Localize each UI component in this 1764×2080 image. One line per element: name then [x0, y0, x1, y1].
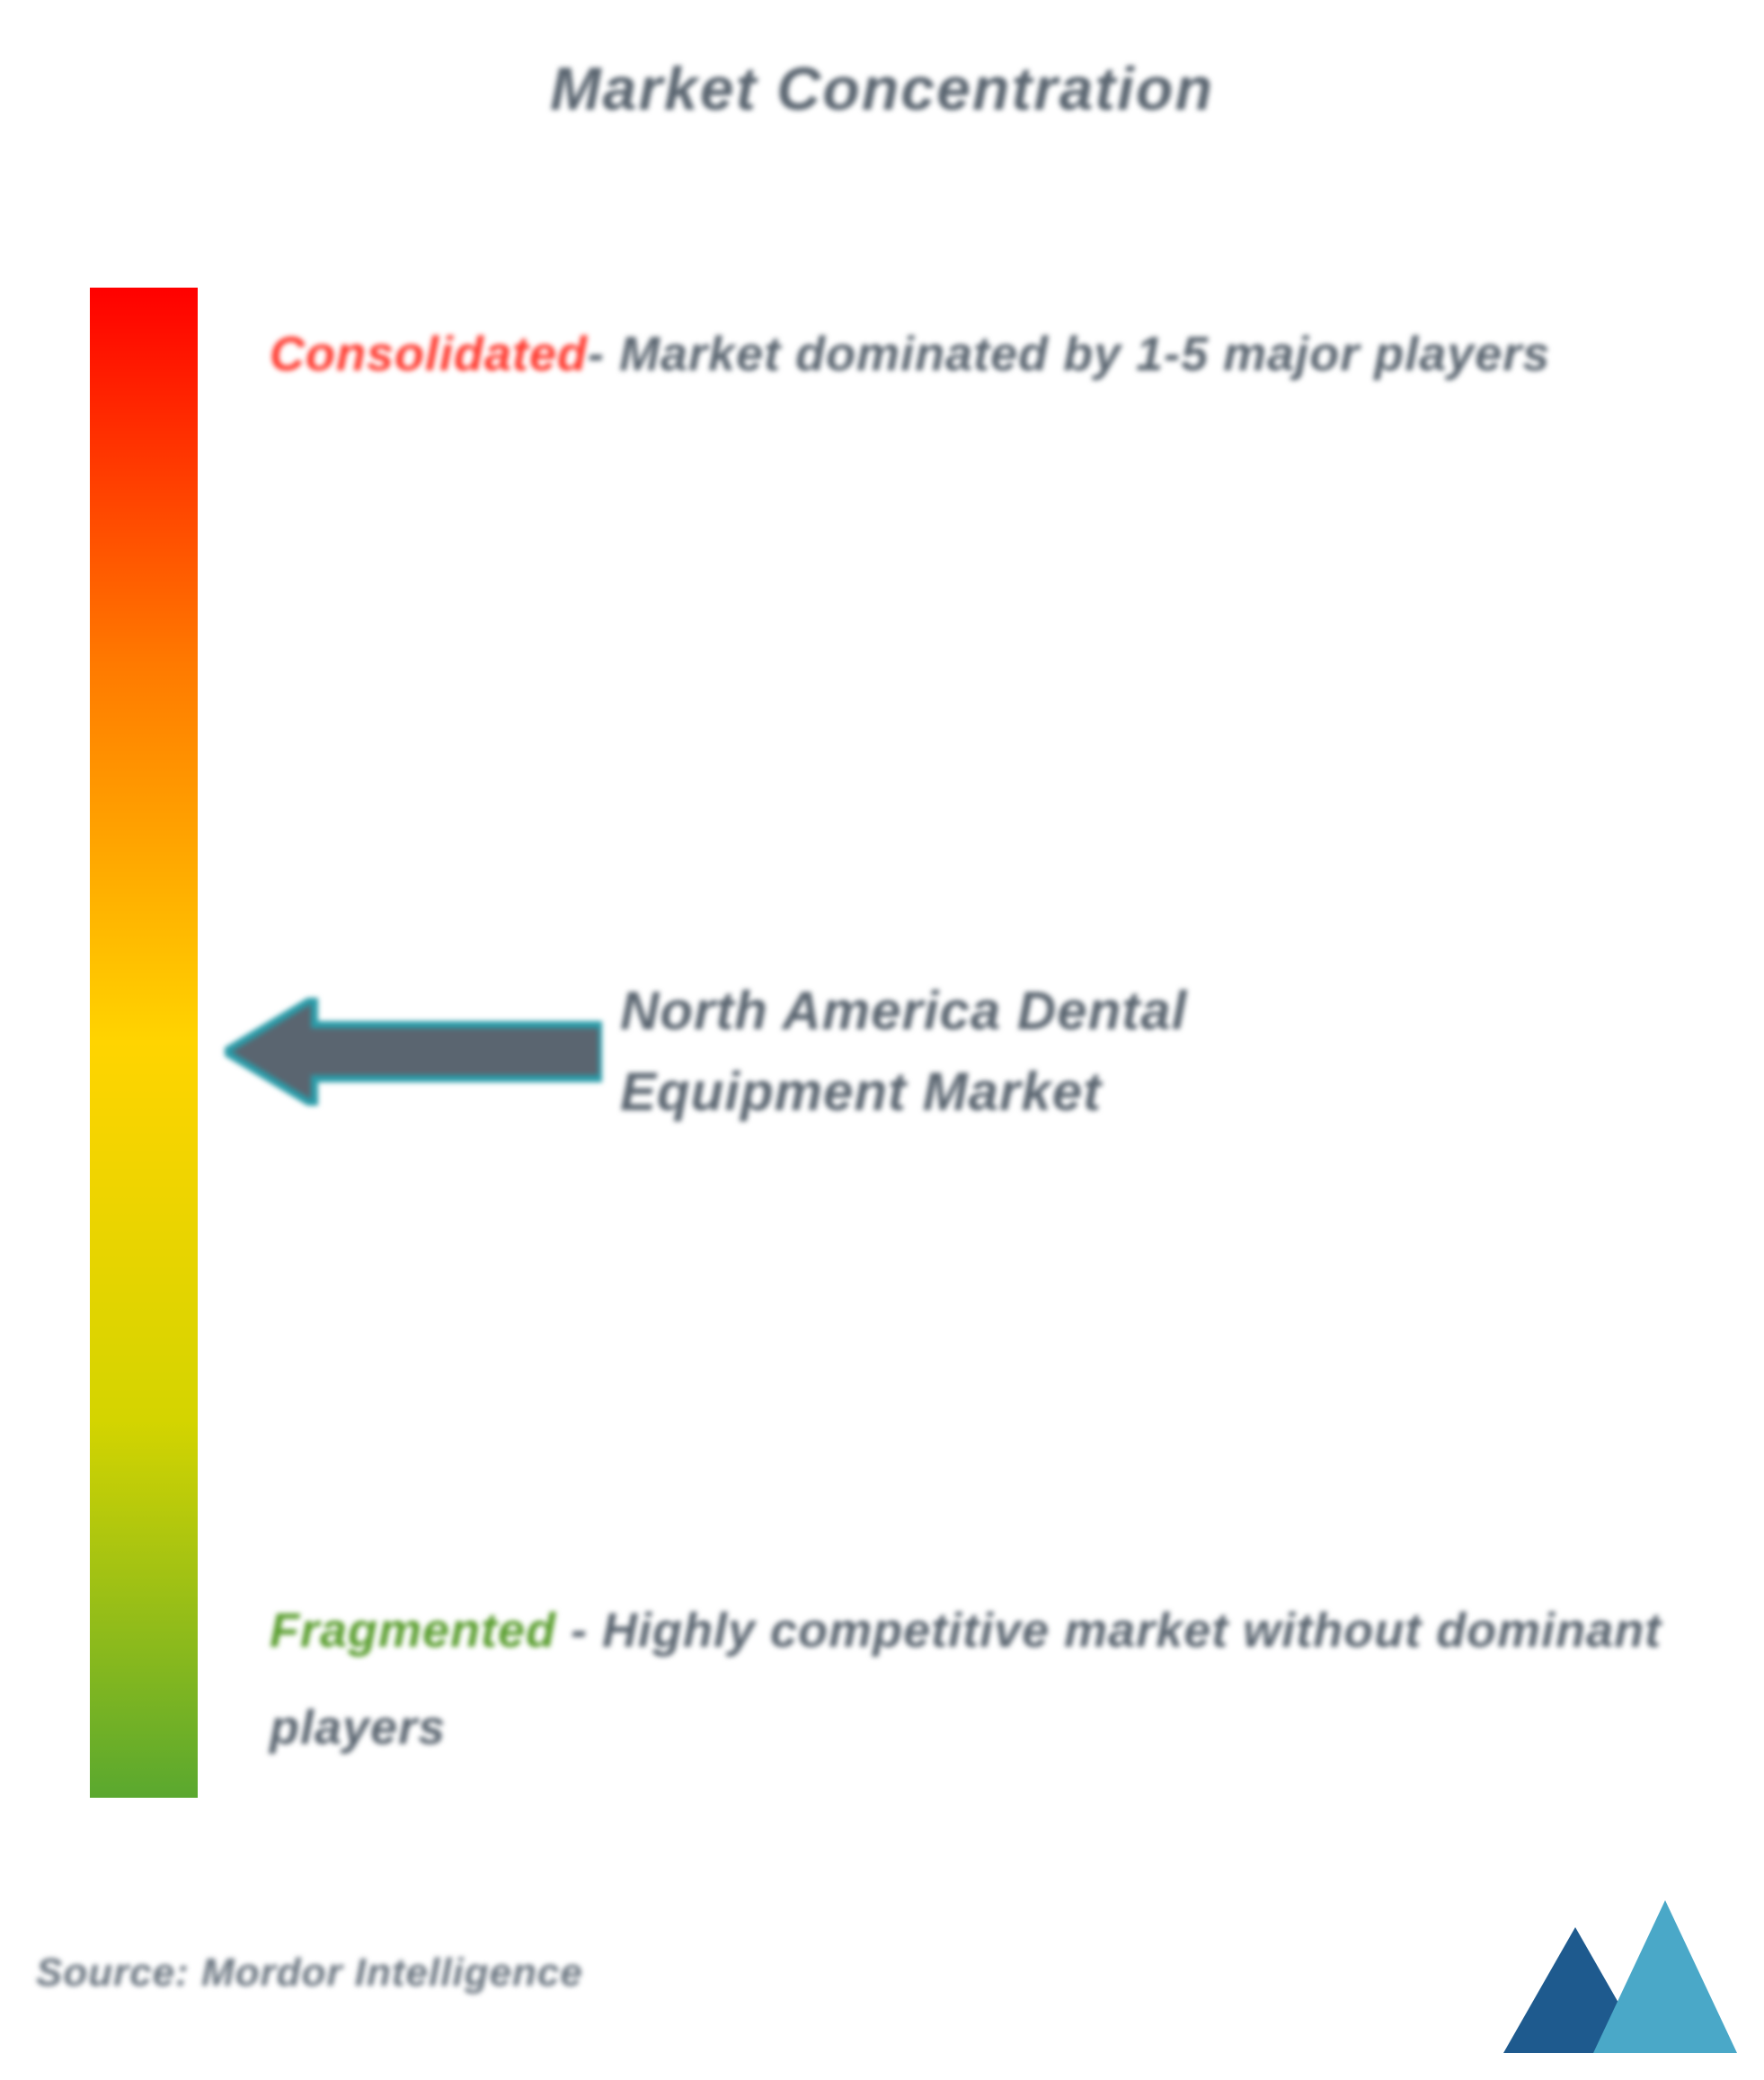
- consolidated-label: Consolidated: [270, 327, 588, 381]
- market-name-line1: North America Dental: [620, 971, 1187, 1052]
- concentration-gradient-scale: [90, 288, 198, 1798]
- market-position-pointer: North America Dental Equipment Market: [225, 971, 1662, 1133]
- logo-right-triangle: [1593, 1900, 1737, 2053]
- market-name-label: North America Dental Equipment Market: [620, 971, 1187, 1133]
- arrow-left-icon: [225, 998, 602, 1106]
- source-attribution: Source: Mordor Intelligence: [36, 1951, 583, 1996]
- consolidated-description: Consolidated- Market dominated by 1-5 ma…: [270, 306, 1671, 403]
- fragmented-label: Fragmented: [270, 1604, 556, 1658]
- market-name-line2: Equipment Market: [620, 1052, 1187, 1133]
- mordor-logo-icon: [1503, 1891, 1737, 2053]
- page-title: Market Concentration: [550, 54, 1214, 124]
- consolidated-text: - Market dominated by 1-5 major players: [588, 327, 1550, 381]
- fragmented-description: Fragmented - Highly competitive market w…: [270, 1582, 1671, 1776]
